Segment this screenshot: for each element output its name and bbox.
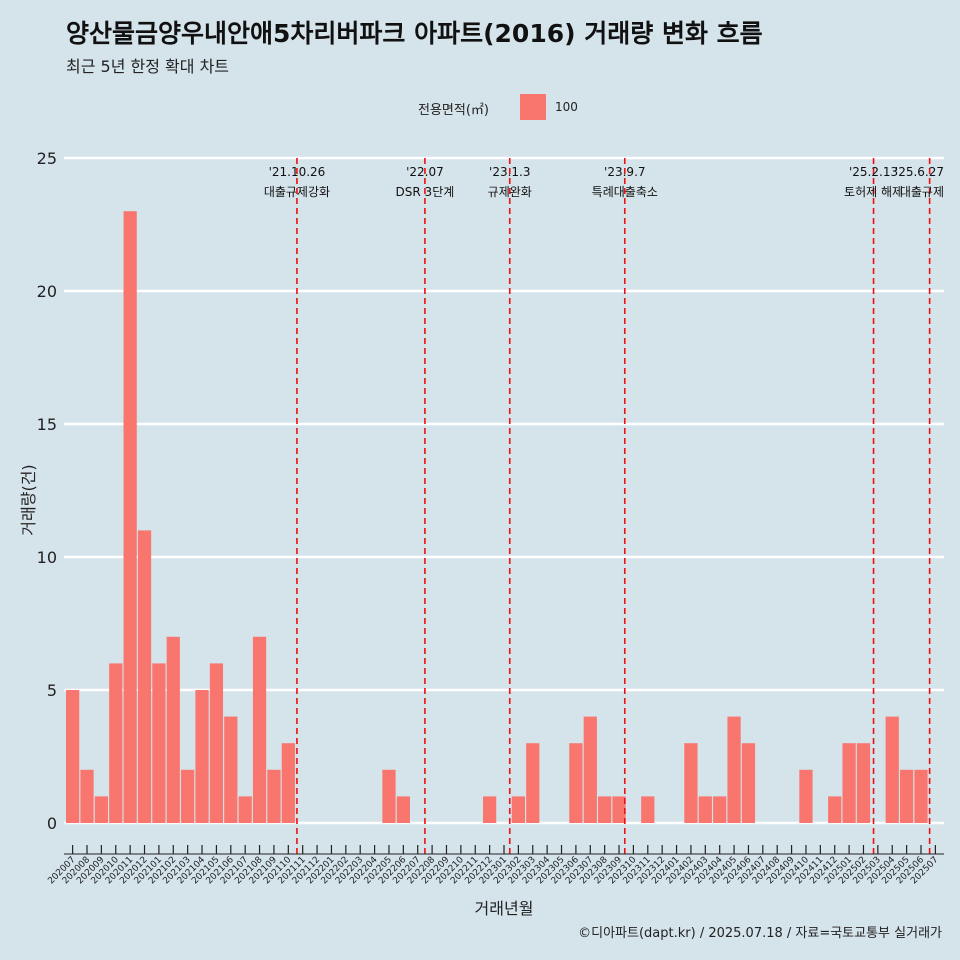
y-axis-title: 거래량(건)	[19, 464, 38, 535]
bar-202103	[181, 769, 195, 823]
bar-202308	[598, 796, 612, 823]
event-label: 대출규제강화	[264, 185, 330, 199]
bar-202102	[166, 636, 180, 823]
event-date-label: '22.07	[406, 165, 444, 179]
bar-202109	[267, 769, 281, 823]
bars	[66, 211, 928, 823]
bar-202306	[569, 743, 583, 823]
bar-202405	[727, 716, 741, 823]
bar-202107	[238, 796, 252, 823]
bar-202506	[914, 769, 928, 823]
event-label: DSR 3단계	[396, 185, 455, 199]
bar-202502	[856, 743, 871, 823]
y-tick-label: 10	[37, 548, 57, 567]
bar-202412	[828, 796, 842, 823]
caption: ©디아파트(dapt.kr) / 2025.07.18 / 자료=국토교통부 실…	[578, 926, 942, 941]
legend-swatch	[520, 94, 546, 120]
bar-202504	[885, 716, 899, 823]
event-label: 토허제 해제	[844, 185, 903, 199]
event-date-label: '25.6.27	[895, 165, 944, 179]
x-axis-ticks: 2020072020082020092020102020112020122021…	[46, 845, 944, 886]
bar-202406	[741, 743, 756, 823]
bar-202009	[94, 796, 108, 823]
bar-202307	[583, 716, 597, 823]
chart-title: 양산물금양우내안애5차리버파크 아파트(2016) 거래량 변화 흐름	[66, 19, 763, 48]
bar-202410	[799, 769, 813, 823]
bar-202108	[252, 636, 267, 823]
event-date-label: '23.9.7	[604, 165, 645, 179]
bar-202404	[713, 796, 727, 823]
legend: 전용면적(㎡) 100	[0, 93, 960, 121]
bar-202012	[137, 530, 152, 823]
y-tick-label: 5	[47, 681, 57, 700]
bar-202007	[66, 690, 80, 823]
event-date-label: '25.2.13	[849, 165, 898, 179]
chart-subtitle: 최근 5년 한정 확대 차트	[66, 57, 230, 76]
y-tick-label: 0	[47, 814, 57, 833]
legend-label: 100	[555, 100, 578, 114]
bar-202206	[396, 796, 410, 823]
bar-202403	[698, 796, 712, 823]
y-tick-label: 25	[37, 149, 57, 168]
event-label: 특례대출축소	[592, 185, 658, 199]
bar-202105	[209, 663, 224, 823]
bar-202505	[900, 769, 914, 823]
bar-202402	[684, 743, 698, 823]
legend-title: 전용면적(㎡)	[418, 103, 489, 118]
bar-202101	[152, 663, 166, 823]
bar-202011	[123, 211, 137, 823]
bar-202501	[842, 743, 856, 823]
y-tick-label: 20	[37, 282, 57, 301]
bar-202309	[612, 796, 626, 823]
bar-202205	[382, 769, 396, 823]
event-label: 규제완화	[488, 185, 532, 199]
bar-202104	[195, 690, 209, 823]
event-date-label: '23.1.3	[489, 165, 530, 179]
y-axis-ticks: 0 5 10 15 20 25	[37, 149, 57, 833]
x-axis-title: 거래년월	[475, 899, 534, 918]
bar-202311	[641, 796, 655, 823]
bar-202212	[483, 796, 497, 823]
bar-202110	[281, 743, 295, 823]
event-lines: '21.10.26 대출규제강화 '22.07 DSR 3단계 '23.1.3 규제완화 '…	[264, 158, 944, 856]
bar-202008	[80, 769, 94, 823]
bar-202010	[109, 663, 123, 823]
bar-202302	[511, 796, 525, 823]
event-date-label: '21.10.26	[269, 165, 326, 179]
bar-202303	[526, 743, 540, 823]
event-label: 대출규제	[900, 185, 944, 199]
bar-202106	[224, 716, 238, 823]
y-tick-label: 15	[37, 415, 57, 434]
